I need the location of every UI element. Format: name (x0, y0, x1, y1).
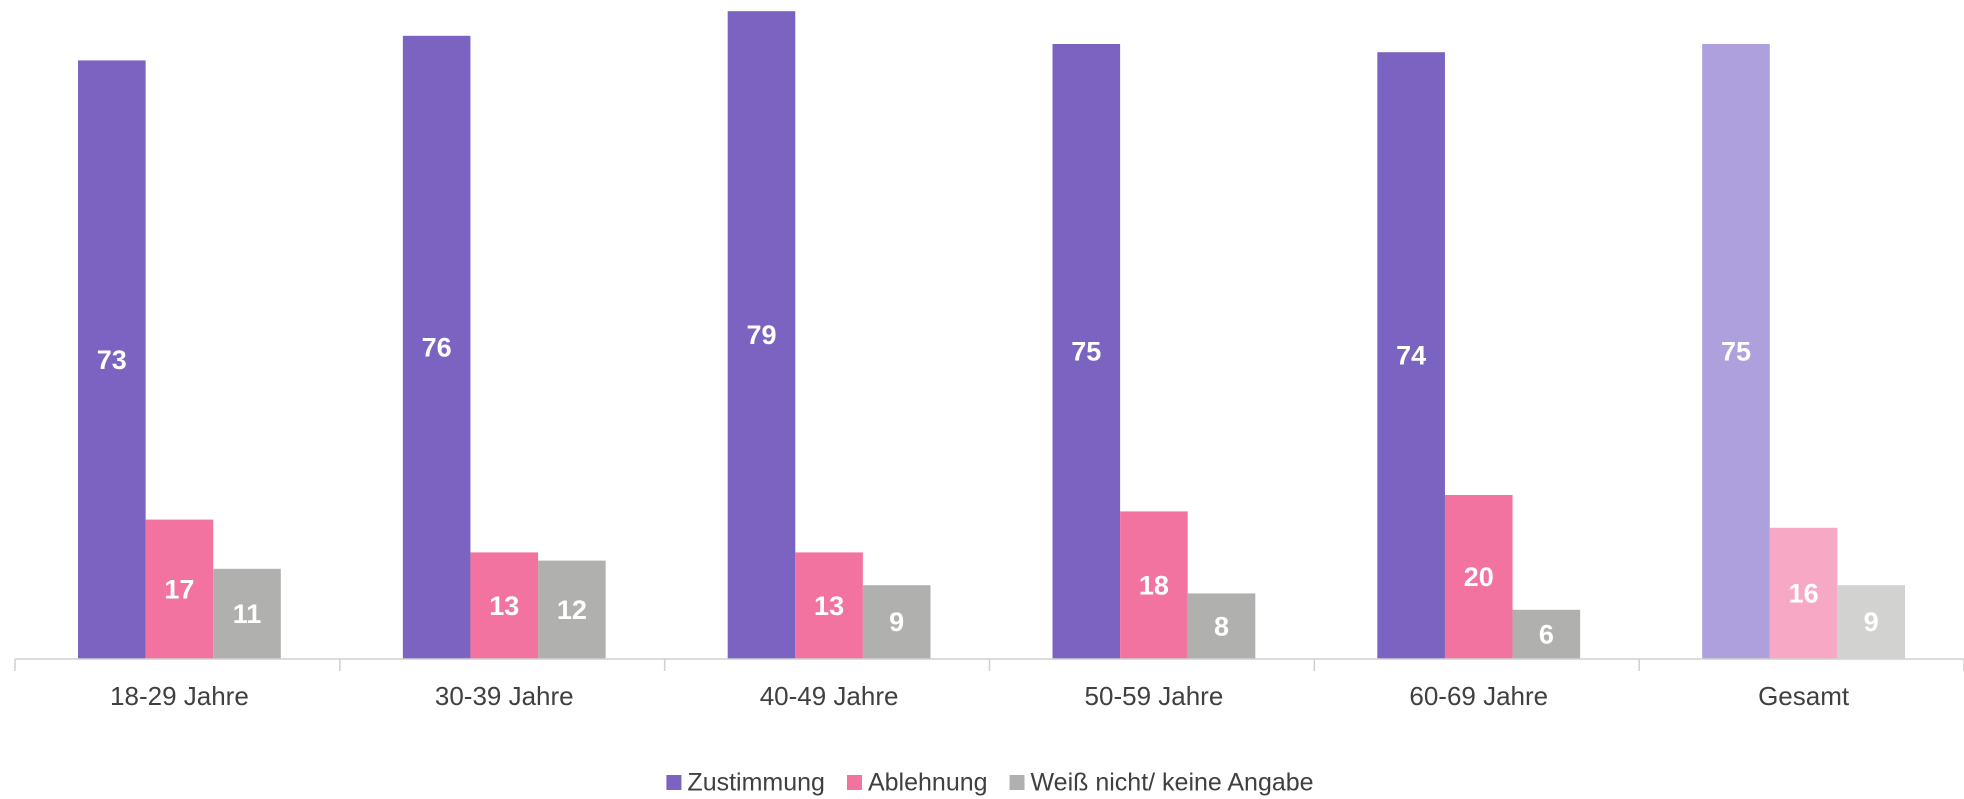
bar (727, 11, 796, 659)
bar (862, 585, 931, 659)
value-label: 76 (422, 333, 452, 363)
legend-label: Ablehnung (868, 769, 988, 797)
bar (1187, 593, 1256, 659)
value-label: 11 (233, 599, 262, 629)
bar (78, 60, 146, 659)
x-tick-label: 60-69 Jahre (1409, 681, 1548, 711)
bar (1444, 495, 1513, 659)
value-label: 18 (1139, 570, 1169, 600)
value-label: 74 (1396, 341, 1426, 371)
x-tick-label: 50-59 Jahre (1085, 681, 1224, 711)
x-tick-label: Gesamt (1758, 681, 1850, 711)
bar (145, 519, 214, 659)
value-label: 9 (889, 607, 904, 637)
legend-swatch (1009, 775, 1025, 790)
bar (213, 568, 281, 659)
legend-swatch (846, 775, 862, 790)
bar (1120, 511, 1188, 659)
value-label: 79 (746, 320, 776, 350)
value-label: 13 (489, 591, 519, 621)
bar (1377, 52, 1445, 659)
value-label: 6 (1539, 620, 1554, 650)
legend-label: Weiß nicht/ keine Angabe (1031, 769, 1314, 797)
bar (402, 35, 471, 660)
bar (1052, 44, 1121, 659)
bar (1837, 585, 1905, 659)
value-label: 12 (557, 595, 587, 625)
value-label: 73 (97, 345, 127, 375)
x-tick-label: 30-39 Jahre (435, 681, 574, 711)
bar (538, 560, 606, 659)
legend-swatch (666, 775, 682, 790)
bar (795, 552, 863, 659)
value-label: 75 (1071, 337, 1101, 367)
bar (1702, 44, 1770, 659)
value-label: 9 (1864, 607, 1879, 637)
legend-label: Zustimmung (687, 769, 825, 797)
value-label: 13 (814, 591, 844, 621)
x-tick-label: 18-29 Jahre (110, 681, 249, 711)
bar (1769, 527, 1838, 659)
value-label: 16 (1789, 579, 1819, 609)
value-label: 75 (1721, 337, 1751, 367)
bar (470, 552, 539, 659)
bar (1512, 609, 1581, 659)
value-label: 20 (1464, 562, 1494, 592)
value-label: 17 (164, 574, 194, 604)
x-tick-label: 40-49 Jahre (760, 681, 899, 711)
value-label: 8 (1214, 611, 1229, 641)
